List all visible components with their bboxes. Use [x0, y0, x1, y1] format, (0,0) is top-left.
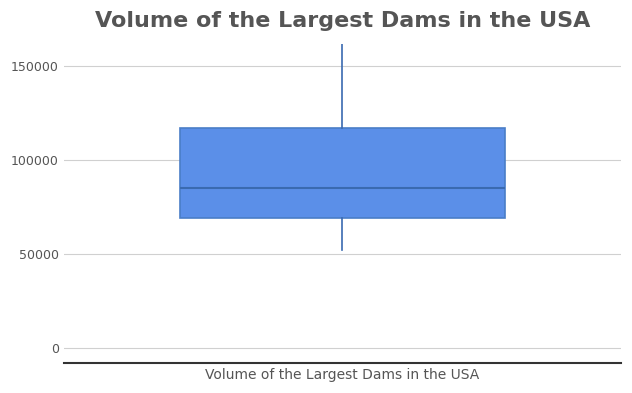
- Title: Volume of the Largest Dams in the USA: Volume of the Largest Dams in the USA: [95, 11, 590, 31]
- PathPatch shape: [180, 128, 505, 218]
